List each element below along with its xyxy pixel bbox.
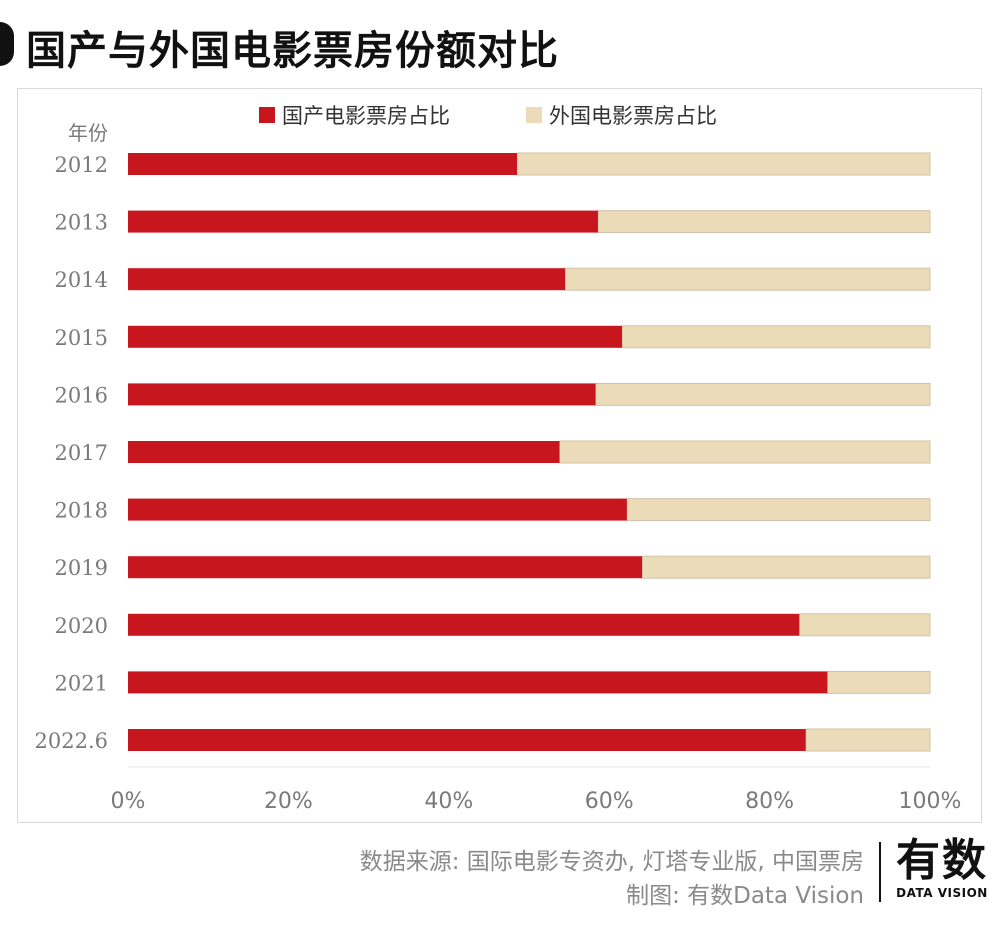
- bar-domestic-2018: [128, 498, 627, 521]
- bar-domestic-2019: [128, 556, 643, 579]
- y-tick-label: 2013: [55, 211, 108, 235]
- x-tick-label: 20%: [264, 789, 313, 814]
- chart-title: 国产与外国电影票房份额对比: [26, 28, 559, 74]
- x-tick-label: 60%: [585, 789, 634, 814]
- y-tick-label: 2019: [55, 556, 108, 580]
- bar-foreign-2019: [641, 555, 931, 579]
- legend-label-2: 外国电影票房占比: [549, 104, 717, 128]
- bar-foreign-2015: [621, 325, 931, 349]
- bar-domestic-2012: [128, 153, 517, 175]
- logo-subtext: DATA VISION: [896, 886, 988, 900]
- bar-foreign-2022.6: [805, 728, 931, 752]
- y-tick-label: 2014: [55, 268, 108, 292]
- bar-domestic-2014: [128, 268, 566, 291]
- logo-text: 有数: [896, 835, 988, 886]
- bar-foreign-2012: [516, 152, 931, 176]
- legend-label-1: 国产电影票房占比: [282, 104, 450, 128]
- bar-domestic-2017: [128, 441, 560, 463]
- y-tick-label: 2015: [55, 326, 108, 350]
- legend-swatch-2: [526, 107, 542, 123]
- brand-logo: 有数 DATA VISION: [890, 835, 994, 901]
- data-source-note: 数据来源: 国际电影专资办, 灯塔专业版, 中国票房: [359, 849, 864, 875]
- y-tick-label: 2022.6: [35, 729, 108, 753]
- bar-foreign-2014: [564, 267, 931, 291]
- bar-domestic-2015: [128, 325, 623, 348]
- bar-domestic-2021: [128, 671, 828, 694]
- bar-foreign-2016: [595, 382, 931, 406]
- y-axis-header: 年份: [68, 121, 108, 145]
- y-tick-label: 2018: [55, 499, 108, 523]
- x-tick-label: 0%: [111, 789, 146, 814]
- bar-foreign-2018: [626, 498, 931, 522]
- bar-foreign-2017: [558, 440, 931, 464]
- x-tick-label: 80%: [745, 789, 794, 814]
- y-tick-label: 2012: [55, 153, 108, 177]
- y-tick-label: 2020: [55, 614, 108, 638]
- bar-foreign-2013: [597, 210, 931, 234]
- bar-foreign-2020: [798, 613, 931, 637]
- title-accent-bar: [0, 22, 14, 66]
- bar-foreign-2021: [826, 670, 931, 694]
- legend-swatch-1: [259, 107, 275, 123]
- x-tick-label: 100%: [899, 789, 962, 814]
- chart-credit: 制图: 有数Data Vision: [626, 883, 864, 909]
- bar-domestic-2016: [128, 383, 596, 406]
- bar-domestic-2020: [128, 613, 800, 636]
- y-tick-label: 2017: [55, 441, 108, 465]
- logo-divider: [879, 842, 881, 902]
- bar-domestic-2022.6: [128, 729, 806, 751]
- y-tick-label: 2021: [55, 671, 108, 695]
- bar-domestic-2013: [128, 210, 598, 233]
- y-tick-label: 2016: [55, 383, 108, 407]
- x-tick-label: 40%: [424, 789, 473, 814]
